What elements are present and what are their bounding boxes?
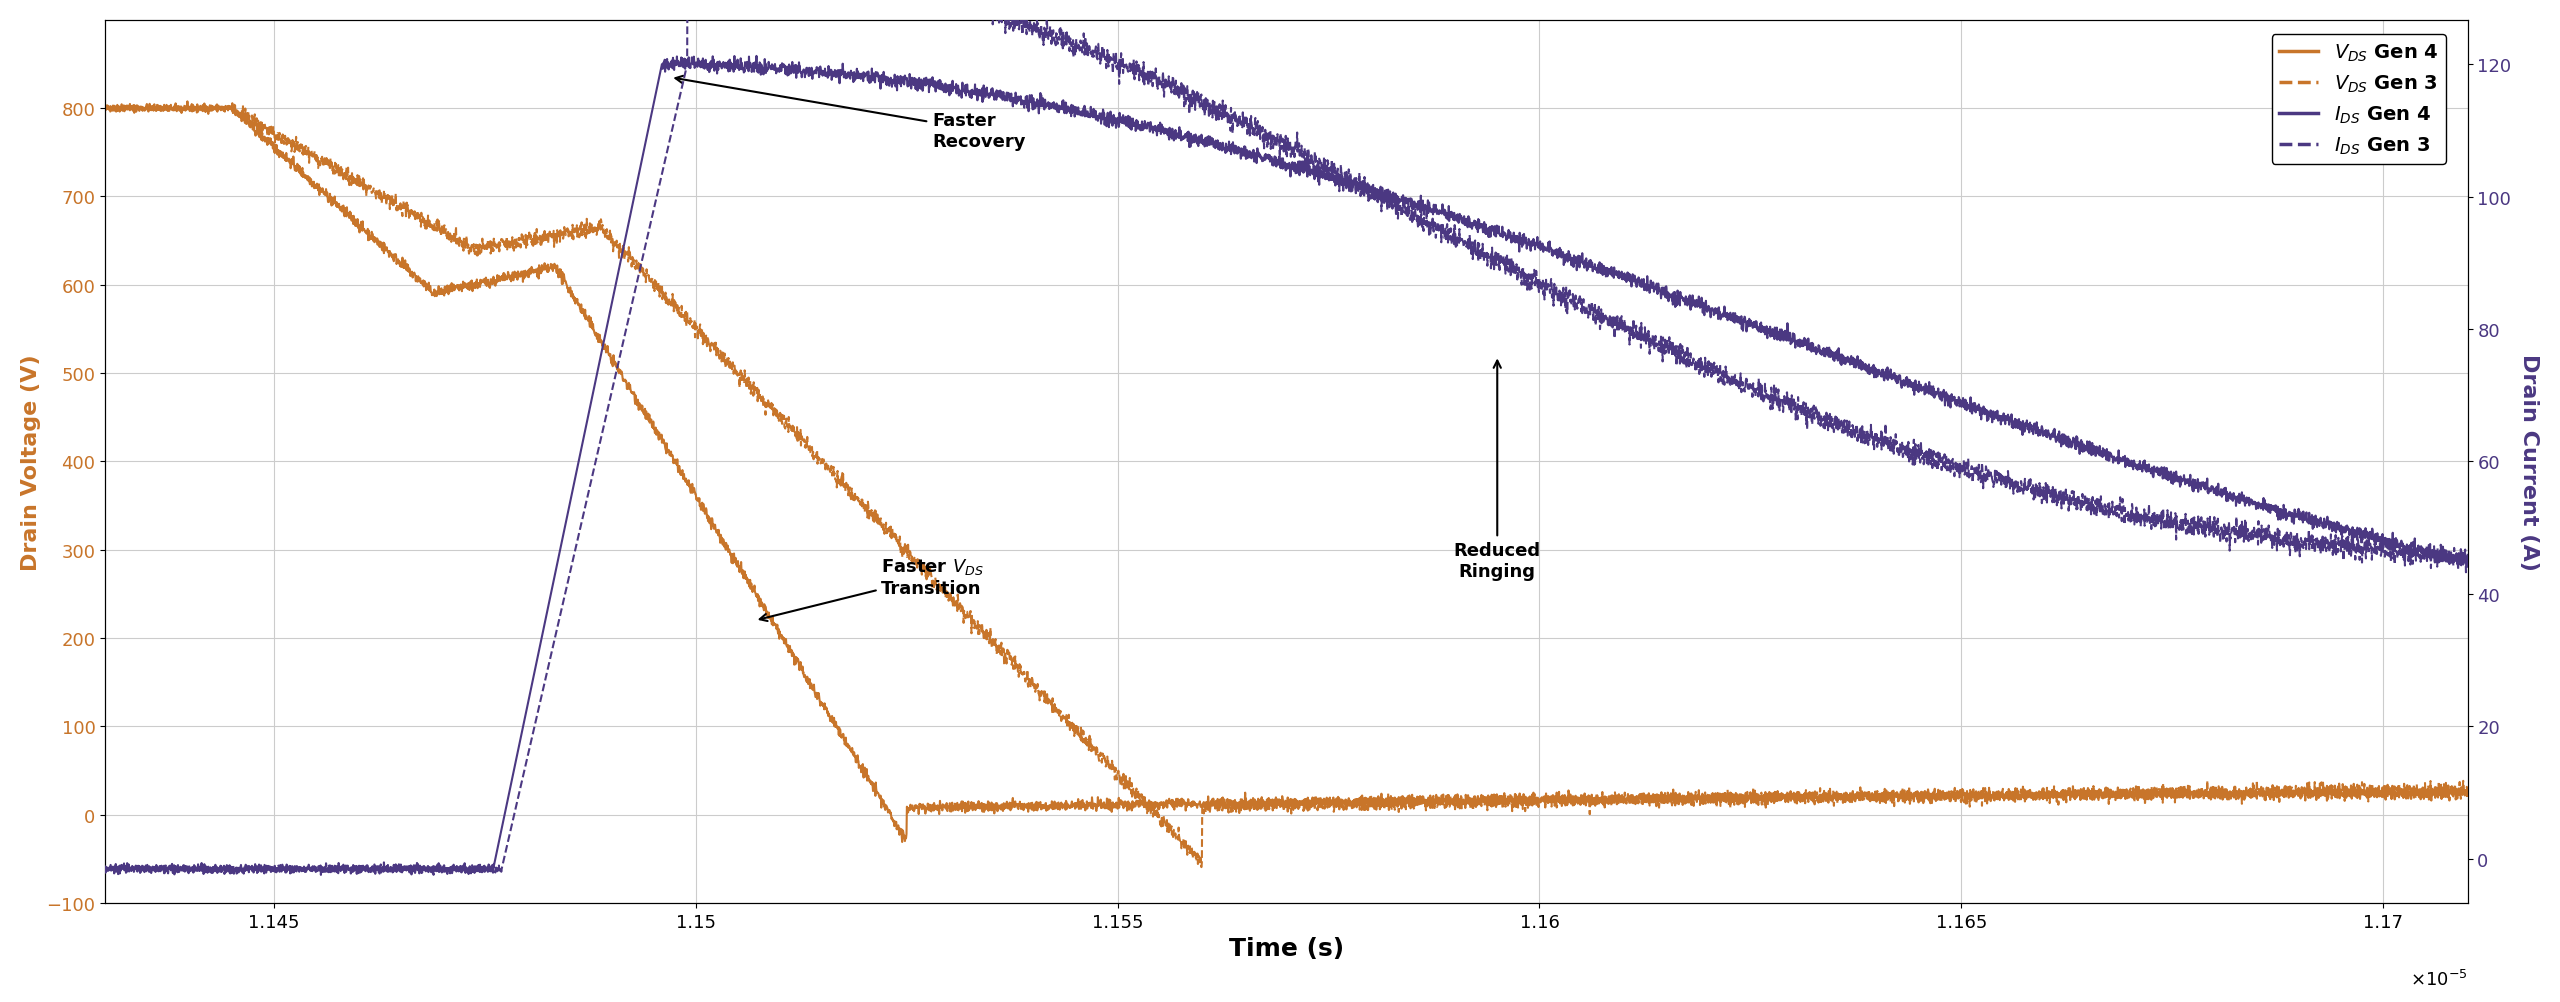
Text: Faster $V_{DS}$
Transition: Faster $V_{DS}$ Transition — [760, 556, 983, 621]
Y-axis label: Drain Voltage (V): Drain Voltage (V) — [20, 354, 41, 570]
Y-axis label: Drain Current (A): Drain Current (A) — [2519, 354, 2540, 570]
Legend: $V_{DS}$ Gen 4, $V_{DS}$ Gen 3, $I_{DS}$ Gen 4, $I_{DS}$ Gen 3: $V_{DS}$ Gen 4, $V_{DS}$ Gen 3, $I_{DS}$… — [2271, 35, 2445, 164]
Text: Faster
Recovery: Faster Recovery — [676, 77, 1027, 150]
Text: $\times10^{-5}$: $\times10^{-5}$ — [2409, 969, 2468, 990]
Text: Reduced
Ringing: Reduced Ringing — [1454, 362, 1541, 580]
X-axis label: Time (s): Time (s) — [1229, 937, 1344, 961]
